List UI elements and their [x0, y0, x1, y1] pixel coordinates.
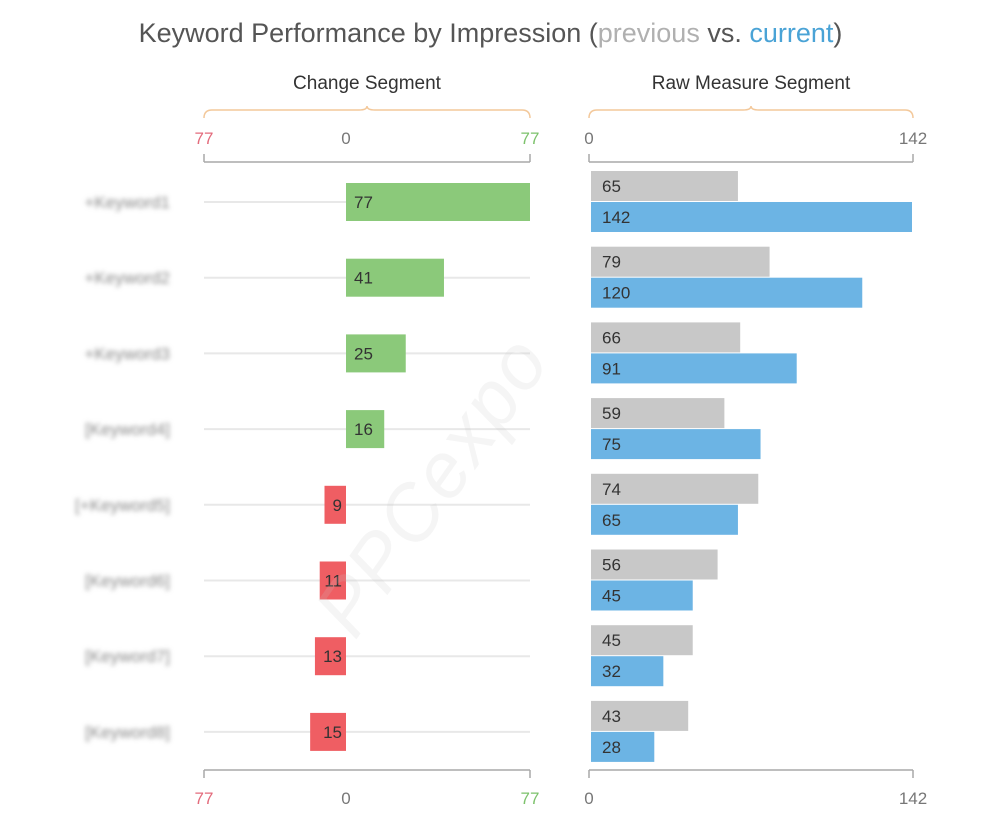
- keyword-label: +Keyword1: [84, 193, 170, 212]
- raw-top-tick-label-min: 0: [584, 129, 593, 148]
- change-bar: [324, 485, 346, 524]
- keyword-label: +Keyword3: [84, 344, 170, 363]
- change-top-tick-label-zero: 0: [341, 129, 350, 148]
- current-bar: [591, 656, 664, 687]
- raw-bottom-tick-label-min: 0: [584, 789, 593, 808]
- change-bar: [346, 183, 530, 221]
- chart-title: Keyword Performance by Impression (previ…: [0, 18, 981, 49]
- keyword-label: [Keyword4]: [85, 420, 170, 439]
- change-bar-label: 77: [354, 193, 373, 212]
- keyword-label: [Keyword6]: [85, 572, 170, 591]
- change-bottom-tick-label-min: 77: [195, 789, 214, 808]
- keyword-label: +Keyword2: [84, 269, 170, 288]
- current-bar: [591, 429, 761, 460]
- current-bar-label: 45: [602, 587, 621, 606]
- current-bar: [591, 353, 797, 384]
- current-bar-label: 32: [602, 662, 621, 681]
- previous-bar-label: 74: [602, 480, 621, 499]
- change-bar-label: 15: [323, 723, 342, 742]
- previous-bar-label: 59: [602, 404, 621, 423]
- previous-bar: [591, 549, 718, 580]
- current-bar-label: 75: [602, 435, 621, 454]
- change-bar-label: 13: [323, 647, 342, 666]
- previous-bar: [591, 625, 693, 656]
- change-bar: [346, 258, 444, 297]
- title-previous: previous: [597, 18, 700, 48]
- change-bar: [314, 637, 346, 676]
- keyword-label: [Keyword7]: [85, 647, 170, 666]
- change-bar: [346, 334, 406, 373]
- raw-segment-title: Raw Measure Segment: [652, 73, 851, 94]
- raw-top-tick-label-max: 142: [899, 129, 927, 148]
- current-bar: [591, 731, 655, 762]
- previous-bar: [591, 322, 741, 353]
- current-bar-label: 142: [602, 208, 630, 227]
- previous-bar: [591, 246, 770, 277]
- change-top-tick-label-max: 77: [521, 129, 540, 148]
- change-bar-label: 41: [354, 269, 373, 288]
- change-top-tick-label-min: 77: [195, 129, 214, 148]
- change-bar: [310, 712, 346, 751]
- previous-bar-label: 79: [602, 253, 621, 272]
- previous-bar: [591, 398, 725, 429]
- change-segment-title: Change Segment: [293, 73, 442, 94]
- current-bar: [591, 202, 912, 232]
- change-bar: [319, 561, 346, 600]
- current-bar: [591, 504, 738, 535]
- change-bar-label: 9: [333, 496, 342, 515]
- change-bar: [346, 410, 385, 449]
- change-segment-brace: [203, 105, 531, 119]
- change-bottom-tick-label-max: 77: [521, 789, 540, 808]
- change-bar-label: 16: [354, 420, 373, 439]
- current-bar-label: 28: [602, 738, 621, 757]
- previous-bar: [591, 171, 738, 201]
- previous-bar-label: 43: [602, 707, 621, 726]
- title-main: Keyword Performance by Impression (: [138, 18, 598, 48]
- raw-segment-brace: [588, 105, 914, 119]
- previous-bar-label: 45: [602, 631, 621, 650]
- keyword-label: [+Keyword5]: [75, 496, 170, 515]
- raw-bottom-tick-label-max: 142: [899, 789, 927, 808]
- current-bar: [591, 580, 693, 611]
- change-bottom-tick-label-zero: 0: [341, 789, 350, 808]
- current-bar: [591, 277, 863, 308]
- previous-bar-label: 56: [602, 556, 621, 575]
- previous-bar-label: 65: [602, 177, 621, 196]
- previous-bar: [591, 473, 759, 504]
- change-bar-label: 25: [354, 344, 373, 363]
- change-bar-label: 11: [324, 572, 342, 591]
- title-current: current: [749, 18, 834, 48]
- current-bar-label: 120: [602, 284, 630, 303]
- previous-bar: [591, 700, 689, 731]
- previous-bar-label: 66: [602, 328, 621, 347]
- title-close: ): [833, 18, 843, 48]
- current-bar-label: 91: [602, 359, 621, 378]
- current-bar-label: 65: [602, 511, 621, 530]
- keyword-label: [Keyword8]: [85, 723, 170, 742]
- title-vs: vs.: [699, 18, 750, 48]
